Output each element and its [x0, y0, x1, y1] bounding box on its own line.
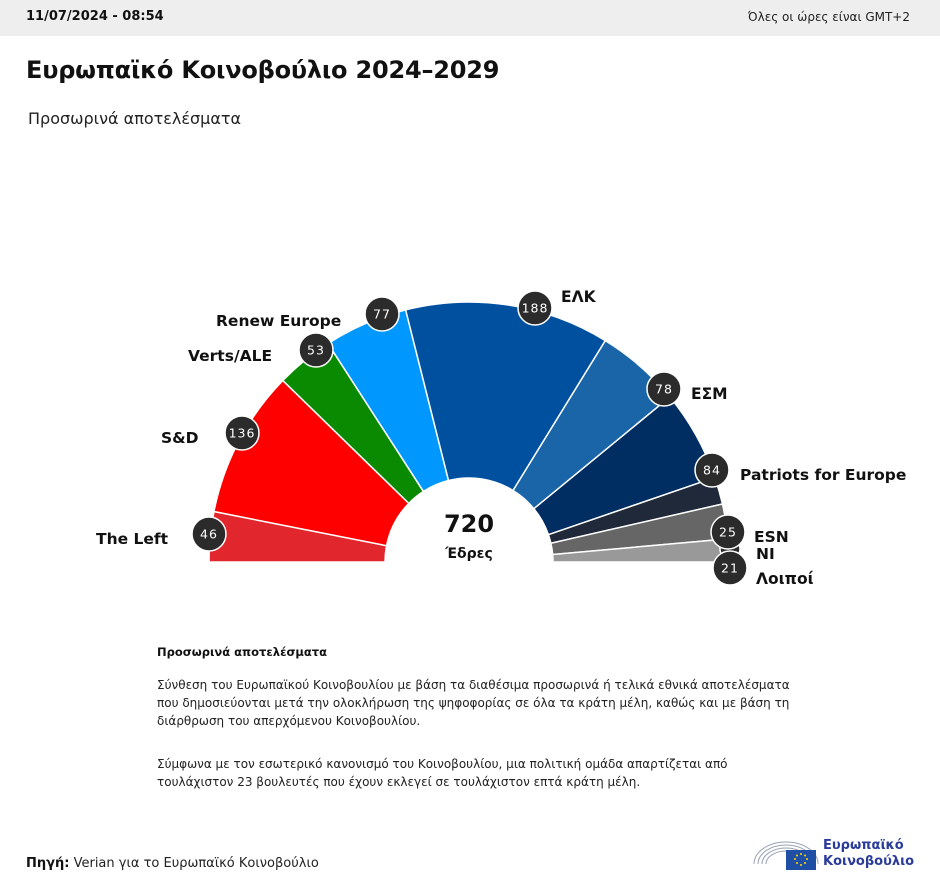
- sector-1: [213, 379, 410, 547]
- group-label-5: ΕΣΜ: [691, 385, 728, 403]
- notes-paragraph-2: Σύμφωνα με τον εσωτερικό κανονισμό του Κ…: [157, 757, 728, 789]
- group-label-7: ESN: [754, 528, 789, 546]
- publish-datetime: 11/07/2024 - 08:54: [26, 9, 164, 24]
- seat-badge-5: [646, 371, 682, 407]
- seat-sectors: [208, 301, 730, 563]
- notes-section: Προσωρινά αποτελέσματα Σύνθεση του Ευρωπ…: [157, 645, 797, 791]
- seat-badge-7: [710, 514, 746, 550]
- seat-badge-6: [694, 452, 730, 488]
- seat-badges: 46 136 53 77 188 78 84 25 21: [191, 290, 748, 586]
- group-labels: The Left S&D Verts/ALE Renew Europe ΕΛΚ ΕΣΜ Pa…: [96, 288, 906, 588]
- seat-count-3: 77: [373, 307, 391, 322]
- seat-badge-3: [364, 296, 400, 332]
- source-text: Verian για το Ευρωπαϊκό Κοινοβούλιο: [73, 856, 319, 871]
- seat-badge-0: [191, 516, 227, 552]
- seat-badge-2: [298, 332, 334, 368]
- timezone-note: Όλες οι ώρες είναι GMT+2: [747, 10, 910, 24]
- notes-paragraph-1: Σύνθεση του Ευρωπαϊκού Κοινοβουλίου με β…: [157, 678, 790, 728]
- group-label-0: The Left: [96, 530, 169, 548]
- seat-count-1: 136: [229, 426, 256, 441]
- seat-count-2: 53: [307, 343, 325, 358]
- top-bar: 11/07/2024 - 08:54 Όλες οι ώρες είναι GM…: [0, 0, 940, 36]
- seat-count-7: 25: [719, 525, 737, 540]
- group-label-8: NI: [756, 545, 775, 563]
- page-title: Ευρωπαϊκό Κοινοβούλιο 2024–2029: [26, 56, 500, 84]
- seat-count-0: 46: [200, 527, 218, 542]
- logo-line-1: Ευρωπαϊκό: [823, 838, 904, 853]
- total-seats-label: Έδρες: [444, 546, 493, 562]
- notes-heading: Προσωρινά αποτελέσματα: [157, 645, 328, 659]
- seat-count-4: 188: [522, 301, 549, 316]
- page-subtitle: Προσωρινά αποτελέσματα: [28, 109, 242, 128]
- seat-badge-1: [224, 415, 260, 451]
- total-seats: 720: [444, 510, 494, 538]
- group-label-2: Verts/ALE: [188, 347, 272, 365]
- parliament-logo: Ευρωπαϊκό Κοινοβούλιο: [752, 830, 932, 874]
- group-label-6: Patriots for Europe: [740, 466, 906, 484]
- parliament-logo-text: Ευρωπαϊκό Κοινοβούλιο: [823, 838, 914, 870]
- seat-count-6: 84: [703, 463, 721, 478]
- group-label-3: Renew Europe: [216, 312, 341, 330]
- group-label-9: Λοιποί: [756, 570, 814, 588]
- seat-count-9: 21: [721, 561, 739, 576]
- seat-badge-9: [712, 550, 748, 586]
- logo-line-2: Κοινοβούλιο: [823, 854, 915, 869]
- source-label: Πηγή:: [26, 856, 70, 871]
- source-line: Πηγή: Verian για το Ευρωπαϊκό Κοινοβούλι…: [26, 856, 319, 871]
- seat-count-5: 78: [655, 382, 673, 397]
- hemicycle-chart: 46 136 53 77 188 78 84 25 21 The Left S&D Verts/AL…: [96, 288, 906, 588]
- group-label-4: ΕΛΚ: [561, 288, 597, 306]
- parliament-logo-icon: [753, 841, 819, 870]
- seat-badge-4: [517, 290, 553, 326]
- sector-4: [404, 301, 607, 492]
- group-label-1: S&D: [161, 429, 199, 447]
